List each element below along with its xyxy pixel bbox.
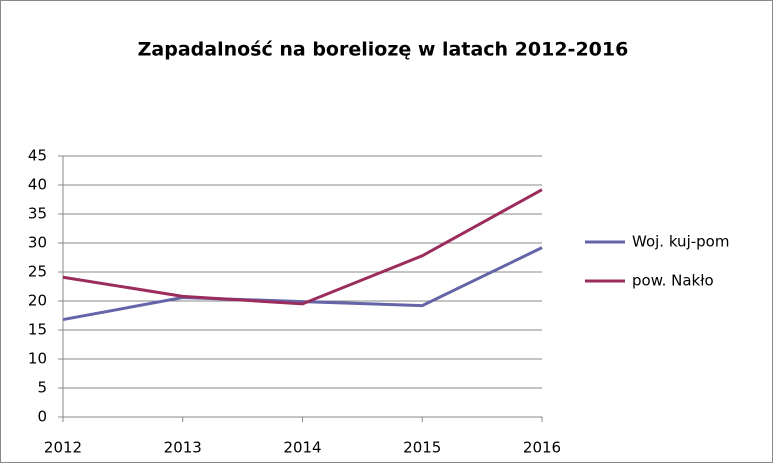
x-tick-label: 2016 bbox=[523, 439, 561, 457]
x-tick-label: 2013 bbox=[164, 439, 202, 457]
y-tick-label: 10 bbox=[28, 350, 47, 368]
y-tick-label: 45 bbox=[28, 147, 47, 165]
legend-label: pow. Nakło bbox=[632, 272, 714, 290]
series-line bbox=[62, 188, 543, 306]
y-tick-label: 20 bbox=[28, 292, 47, 310]
chart-title: Zapadalność na boreliozę w latach 2012-2… bbox=[138, 39, 629, 61]
legend-label: Woj. kuj-pom bbox=[632, 233, 729, 251]
series-line bbox=[62, 246, 543, 322]
y-tick-label: 5 bbox=[37, 379, 47, 397]
y-tick-label: 15 bbox=[28, 321, 47, 339]
y-tick-label: 40 bbox=[28, 176, 47, 194]
x-tick-label: 2012 bbox=[44, 439, 82, 457]
y-tick-label: 25 bbox=[28, 263, 47, 281]
y-tick-label: 0 bbox=[37, 408, 47, 426]
y-tick-label: 30 bbox=[28, 234, 47, 252]
x-tick-label: 2015 bbox=[403, 439, 441, 457]
y-tick-label: 35 bbox=[28, 205, 47, 223]
x-tick-label: 2014 bbox=[283, 439, 321, 457]
